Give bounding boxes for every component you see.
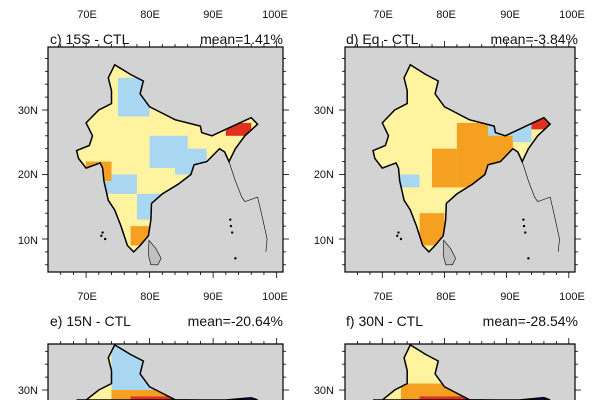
india-outline [75,63,259,253]
y-label: 10N [18,235,38,247]
map-frame [344,46,576,273]
map-background [345,344,575,400]
map-frame [344,343,576,400]
island [399,237,403,241]
y-label: 30N [314,105,334,117]
panel-d-title: d) Eq - CTL [346,31,419,47]
map-area [345,47,575,272]
india-outline [372,63,552,253]
map-panel-c [42,41,289,278]
x-label: 90E [500,9,520,21]
map-area [48,344,283,400]
x-label: 100E [559,291,585,303]
panel-e-title: e) 15N - CTL [50,313,131,329]
island [230,231,234,234]
y-label: 20N [18,169,38,181]
panel-c-mean: mean=1.41% [200,31,283,47]
x-label: 90E [500,291,520,303]
map-area [48,47,283,272]
panel-c-title: c) 15S - CTL [50,31,130,47]
panel-d-mean: mean=-3.84% [490,31,578,47]
island [522,224,526,228]
island [397,231,400,234]
island [234,257,237,260]
panel-f-mean: mean=-28.54% [483,313,578,329]
y-label: 30N [18,105,38,117]
field-patch [111,390,176,400]
coastline [228,161,268,252]
y-label: 10N [314,235,334,247]
panel-f-title: f) 30N - CTL [346,313,423,329]
y-label: 20N [314,169,334,181]
island [100,234,103,237]
x-label: 70E [77,291,97,303]
sri-lanka [148,239,162,266]
x-label: 70E [373,9,393,21]
map-area [345,344,575,400]
y-label: 30N [18,385,38,397]
x-label: 100E [262,291,288,303]
field-patch [130,396,176,400]
x-label: 70E [77,9,97,21]
sri-lanka [442,239,456,266]
x-label: 80E [140,291,160,303]
island [229,218,232,221]
map-frame [47,343,284,400]
map-background [48,344,283,400]
top-row-x-axis-labels: 70E 80E 90E 100E 70E 80E 90E 100E [77,9,585,21]
x-label: 70E [373,291,393,303]
island [103,237,107,241]
island [229,224,233,228]
map-panel-d [339,41,581,278]
island [101,231,104,234]
coastline [521,161,560,252]
x-label: 100E [559,9,585,21]
map-frame [47,46,284,273]
map-panel-f [339,338,581,400]
island [524,231,527,234]
y-label: 30N [314,385,334,397]
map-panel-e [42,338,289,400]
field-patch [432,148,457,188]
x-label: 80E [436,291,456,303]
x-label: 80E [436,9,456,21]
x-label: 100E [262,9,288,21]
x-label: 90E [203,9,223,21]
field-patch [105,174,137,194]
island [522,218,525,221]
x-label: 90E [203,291,223,303]
field-patch [419,396,476,400]
panel-e-mean: mean=-20.64% [188,313,283,329]
island [396,234,399,237]
x-label: 80E [140,9,160,21]
island [527,257,530,260]
